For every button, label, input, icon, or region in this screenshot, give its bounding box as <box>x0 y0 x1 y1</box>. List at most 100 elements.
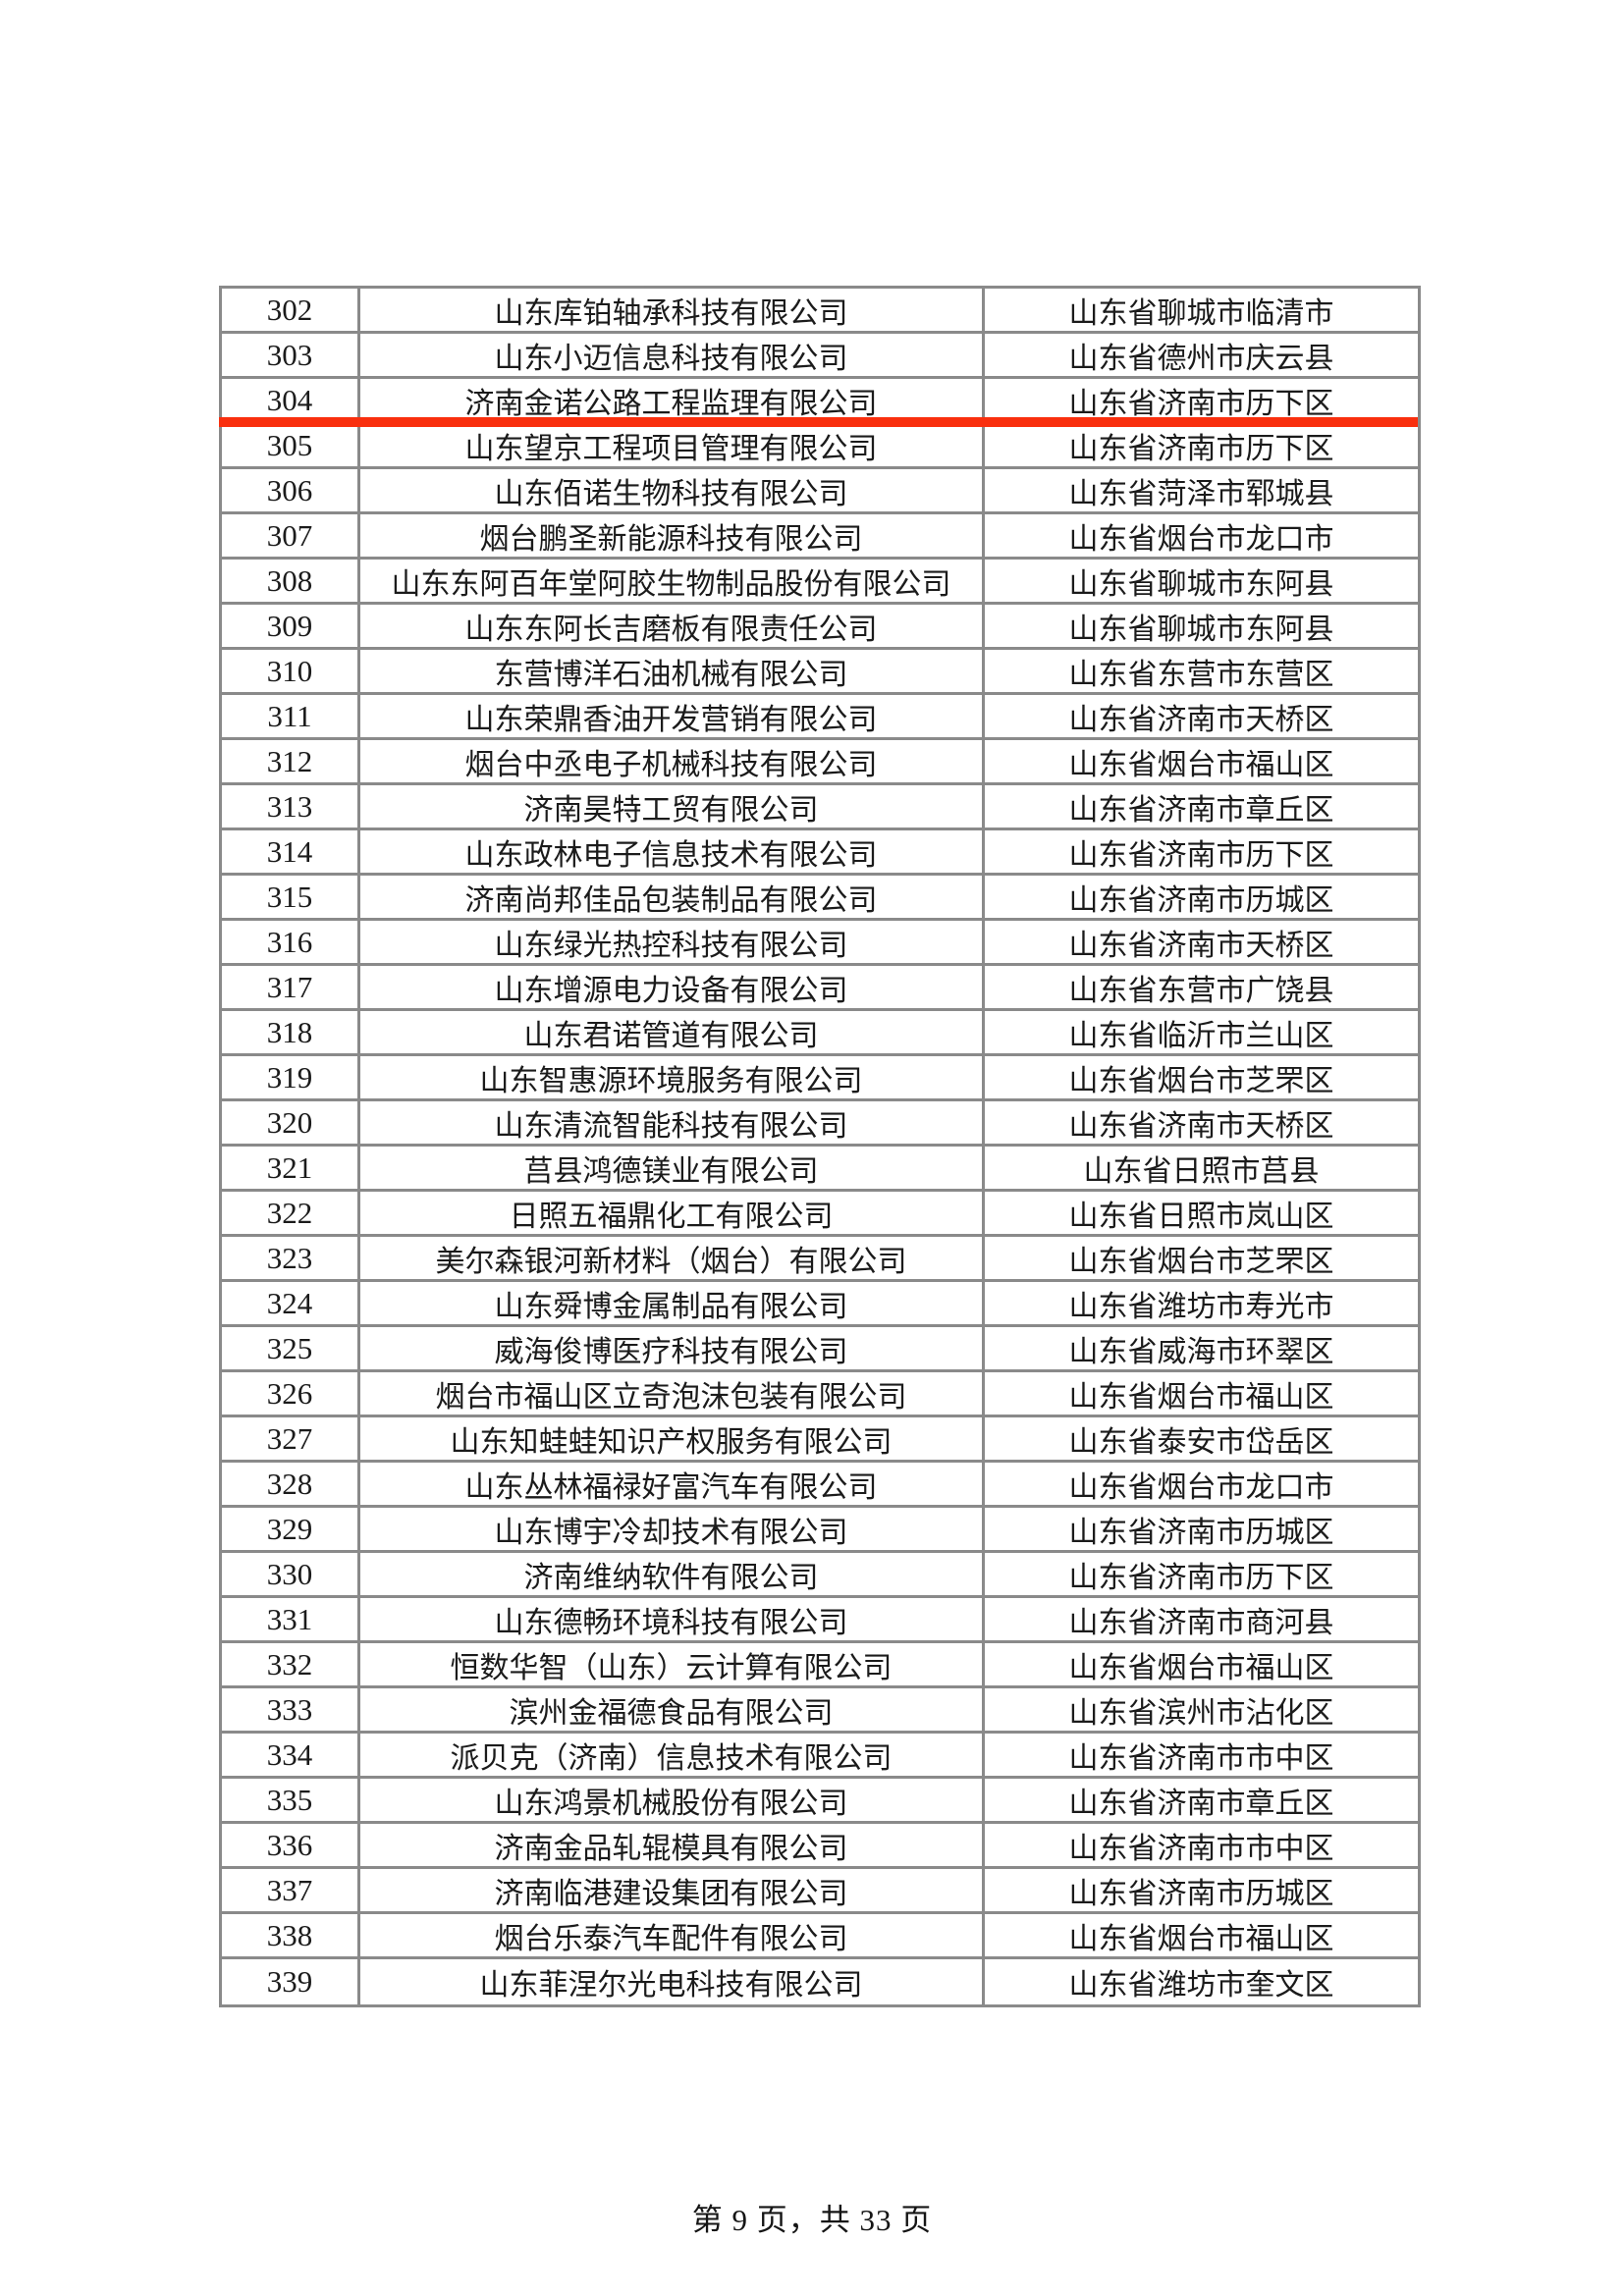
table-row: 321 莒县鸿德镁业有限公司 山东省日照市莒县 <box>222 1147 1418 1192</box>
location-cell: 山东省济南市天桥区 <box>1068 703 1334 736</box>
table-row: 329 山东博宇冷却技术有限公司 山东省济南市历城区 <box>222 1508 1418 1553</box>
table-row: 308 山东东阿百年堂阿胶生物制品股份有限公司 山东省聊城市东阿县 <box>222 560 1418 605</box>
table-row: 310 东营博洋石油机械有限公司 山东省东营市东营区 <box>222 650 1418 695</box>
company-name-cell: 山东鸿景机械股份有限公司 <box>360 1779 985 1821</box>
company-name-cell: 烟台市福山区立奇泡沫包装有限公司 <box>360 1372 985 1415</box>
location-cell: 山东省聊城市东阿县 <box>1068 613 1334 646</box>
location-cell: 山东省东营市广饶县 <box>1068 974 1334 1007</box>
row-number-cell: 327 <box>222 1417 360 1460</box>
row-number-cell: 302 <box>222 289 360 331</box>
table-row: 314 山东政林电子信息技术有限公司 山东省济南市历下区 <box>222 830 1418 876</box>
row-number-cell: 332 <box>222 1643 360 1685</box>
table-row: 328 山东丛林福禄好富汽车有限公司 山东省烟台市龙口市 <box>222 1463 1418 1508</box>
location-cell: 山东省济南市历下区 <box>1068 387 1334 420</box>
row-number-cell: 303 <box>222 334 360 376</box>
row-number-cell: 338 <box>222 1914 360 1956</box>
location-cell: 山东省临沂市兰山区 <box>1068 1019 1334 1052</box>
location-cell: 山东省济南市天桥区 <box>1068 929 1334 962</box>
company-name-cell: 山东德畅环境科技有限公司 <box>360 1598 985 1640</box>
company-name-cell: 山东荣鼎香油开发营销有限公司 <box>360 695 985 737</box>
company-name-cell: 东营博洋石油机械有限公司 <box>360 650 985 692</box>
row-number-cell: 325 <box>222 1327 360 1369</box>
company-name-cell: 山东知蛙蛙知识产权服务有限公司 <box>360 1417 985 1460</box>
row-number-cell: 306 <box>222 469 360 511</box>
company-name-cell: 山东小迈信息科技有限公司 <box>360 334 985 376</box>
location-cell: 山东省泰安市岱岳区 <box>1068 1425 1334 1459</box>
location-cell: 山东省济南市章丘区 <box>1068 793 1334 827</box>
row-number-cell: 305 <box>222 424 360 466</box>
table-row: 305 山东望京工程项目管理有限公司 山东省济南市历下区 <box>222 424 1418 469</box>
company-name-cell: 美尔森银河新材料（烟台）有限公司 <box>360 1237 985 1279</box>
company-name-cell: 济南金诺公路工程监理有限公司 <box>360 379 985 421</box>
table-row: 307 烟台鹏圣新能源科技有限公司 山东省烟台市龙口市 <box>222 514 1418 560</box>
location-cell: 山东省潍坊市奎文区 <box>1068 1969 1334 2002</box>
company-name-cell: 日照五福鼎化工有限公司 <box>360 1192 985 1234</box>
company-name-cell: 济南临港建设集团有限公司 <box>360 1869 985 1911</box>
location-cell: 山东省烟台市福山区 <box>1068 1922 1334 1955</box>
company-name-cell: 济南维纳软件有限公司 <box>360 1553 985 1595</box>
table-row: 330 济南维纳软件有限公司 山东省济南市历下区 <box>222 1553 1418 1598</box>
location-cell: 山东省烟台市芝罘区 <box>1068 1245 1334 1278</box>
company-name-cell: 烟台乐泰汽车配件有限公司 <box>360 1914 985 1956</box>
row-number-cell: 314 <box>222 830 360 873</box>
company-name-cell: 济南尚邦佳品包装制品有限公司 <box>360 876 985 918</box>
table-row: 326 烟台市福山区立奇泡沫包装有限公司 山东省烟台市福山区 <box>222 1372 1418 1417</box>
location-cell: 山东省东营市东营区 <box>1068 658 1334 691</box>
company-name-cell: 济南昊特工贸有限公司 <box>360 785 985 828</box>
row-number-cell: 322 <box>222 1192 360 1234</box>
location-cell: 山东省济南市市中区 <box>1068 1741 1334 1775</box>
table-row: 311 山东荣鼎香油开发营销有限公司 山东省济南市天桥区 <box>222 695 1418 740</box>
row-number-cell: 330 <box>222 1553 360 1595</box>
company-name-cell: 山东丛林福禄好富汽车有限公司 <box>360 1463 985 1505</box>
company-name-cell: 山东佰诺生物科技有限公司 <box>360 469 985 511</box>
table-row: 334 派贝克（济南）信息技术有限公司 山东省济南市市中区 <box>222 1734 1418 1779</box>
table-row: 322 日照五福鼎化工有限公司 山东省日照市岚山区 <box>222 1192 1418 1237</box>
row-number-cell: 312 <box>222 740 360 782</box>
row-number-cell: 304 <box>222 379 360 421</box>
company-name-cell: 山东舜博金属制品有限公司 <box>360 1282 985 1324</box>
table-row: 317 山东增源电力设备有限公司 山东省东营市广饶县 <box>222 966 1418 1011</box>
table-row: 336 济南金品轧辊模具有限公司 山东省济南市市中区 <box>222 1824 1418 1869</box>
table-row: 337 济南临港建设集团有限公司 山东省济南市历城区 <box>222 1869 1418 1914</box>
table-row: 335 山东鸿景机械股份有限公司 山东省济南市章丘区 <box>222 1779 1418 1824</box>
table-row: 324 山东舜博金属制品有限公司 山东省潍坊市寿光市 <box>222 1282 1418 1327</box>
location-cell: 山东省济南市历城区 <box>1068 1516 1334 1549</box>
location-cell: 山东省聊城市东阿县 <box>1068 567 1334 601</box>
table-row: 331 山东德畅环境科技有限公司 山东省济南市商河县 <box>222 1598 1418 1643</box>
table-row: 338 烟台乐泰汽车配件有限公司 山东省烟台市福山区 <box>222 1914 1418 1959</box>
row-number-cell: 336 <box>222 1824 360 1866</box>
location-cell: 山东省滨州市沾化区 <box>1068 1696 1334 1730</box>
location-cell: 山东省济南市历城区 <box>1068 1877 1334 1910</box>
table-row: 319 山东智惠源环境服务有限公司 山东省烟台市芝罘区 <box>222 1056 1418 1101</box>
table-row: 303 山东小迈信息科技有限公司 山东省德州市庆云县 <box>222 334 1418 379</box>
location-cell: 山东省济南市市中区 <box>1068 1832 1334 1865</box>
page-footer: 第 9 页，共 33 页 <box>0 2195 1624 2239</box>
table-row: 318 山东君诺管道有限公司 山东省临沂市兰山区 <box>222 1011 1418 1056</box>
row-number-cell: 318 <box>222 1011 360 1053</box>
row-number-cell: 333 <box>222 1688 360 1731</box>
row-number-cell: 334 <box>222 1734 360 1776</box>
row-number-cell: 315 <box>222 876 360 918</box>
company-name-cell: 山东东阿长吉磨板有限责任公司 <box>360 605 985 647</box>
location-cell: 山东省济南市历下区 <box>1068 1561 1334 1594</box>
company-name-cell: 山东望京工程项目管理有限公司 <box>360 424 985 466</box>
location-cell: 山东省德州市庆云县 <box>1068 342 1334 375</box>
row-number-cell: 339 <box>222 1959 360 2004</box>
location-cell: 山东省济南市商河县 <box>1068 1606 1334 1639</box>
company-name-cell: 山东君诺管道有限公司 <box>360 1011 985 1053</box>
location-cell: 山东省日照市莒县 <box>1083 1154 1320 1188</box>
row-number-cell: 323 <box>222 1237 360 1279</box>
location-cell: 山东省烟台市福山区 <box>1068 1380 1334 1414</box>
row-number-cell: 316 <box>222 921 360 963</box>
location-cell: 山东省济南市历下区 <box>1068 838 1334 872</box>
table-row: 309 山东东阿长吉磨板有限责任公司 山东省聊城市东阿县 <box>222 605 1418 650</box>
location-cell: 山东省济南市历城区 <box>1068 883 1334 917</box>
table-row: 306 山东佰诺生物科技有限公司 山东省菏泽市郓城县 <box>222 469 1418 514</box>
row-number-cell: 329 <box>222 1508 360 1550</box>
row-number-cell: 308 <box>222 560 360 602</box>
company-name-cell: 滨州金福德食品有限公司 <box>360 1688 985 1731</box>
row-number-cell: 310 <box>222 650 360 692</box>
table-row: 312 烟台中丞电子机械科技有限公司 山东省烟台市福山区 <box>222 740 1418 785</box>
location-cell: 山东省烟台市龙口市 <box>1068 1470 1334 1504</box>
